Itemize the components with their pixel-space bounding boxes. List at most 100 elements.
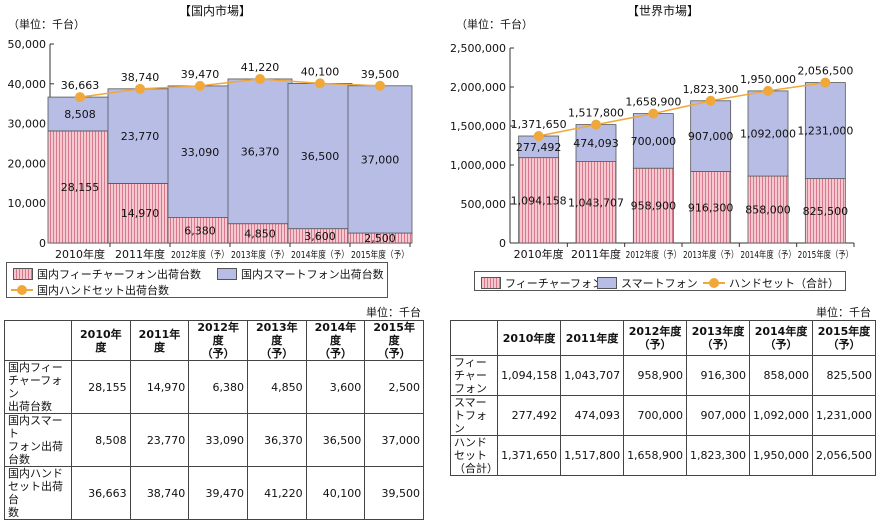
smart-value-label: 36,370 [241, 145, 280, 158]
x-tick-label: 2012年度（予） [626, 249, 681, 261]
feature-bar [804, 178, 846, 244]
header-text: （予） [377, 347, 411, 360]
table-value-cell: 38,740 [129, 466, 190, 520]
handset-point [315, 78, 325, 89]
table-value-cell: 2,056,500 [812, 435, 876, 476]
smart-value-label: 700,000 [631, 135, 677, 148]
table-row: ハンドセット （合計） 1,371,650 1,517,800 1,658,900 1,8… [449, 435, 876, 476]
x-tick-label: 2014年度（予） [740, 249, 795, 261]
y-tick-label: 1,500,000 [450, 120, 506, 133]
table-value-cell: 1,231,000 [812, 395, 876, 436]
smart-bar [747, 90, 789, 177]
legend-item-smart: 国内スマートフォン出荷台数 [217, 266, 384, 282]
table-header-cell: 2015年度 （予） [364, 320, 424, 361]
table-value-cell: 8,508 [71, 413, 131, 467]
handset-point [255, 73, 265, 84]
legend-label: 国内ハンドセット出荷台数 [37, 284, 169, 297]
y-tick-label: 2,500,000 [450, 42, 506, 55]
handset-value-label: 39,470 [181, 68, 220, 81]
row-label-text: チャーフォン [8, 374, 63, 400]
y-tick-label: 30,000 [8, 118, 47, 131]
feature-value-label: 858,000 [745, 204, 791, 217]
handset-point [533, 131, 544, 142]
table-value-cell: 14,970 [129, 360, 190, 414]
row-label-text: フォン [454, 382, 487, 395]
table-value-cell: 1,950,000 [749, 435, 814, 476]
legend-item-smart: スマートフォン [597, 275, 698, 291]
table-header-cell: 2010年度 [71, 320, 131, 361]
smart-bar [632, 113, 674, 169]
table-header-cell: 2011年度 [129, 320, 190, 361]
x-tick-label: 2010年度 [514, 247, 564, 261]
feature-swatch [481, 277, 501, 289]
header-text: （予） [764, 338, 798, 351]
table-header-cell: 2012年度 （予） [623, 320, 688, 356]
table-row: 国内スマート フォン出荷 台数 8,508 23,770 33,090 36,370 36,5… [4, 413, 424, 467]
legend-item-handset: 国内ハンドセット出荷台数 [11, 282, 169, 298]
handset-point [75, 92, 85, 103]
table-value-cell: 6,380 [188, 360, 248, 414]
table-value-cell: 916,300 [686, 355, 751, 396]
y-tick-label: 0 [499, 237, 506, 250]
table-value-cell: 36,500 [305, 413, 366, 467]
handset-value-label: 1,823,300 [683, 83, 739, 96]
header-text: 2013年度 [691, 325, 745, 338]
legend-label: 国内フィーチャーフォン出荷台数 [37, 268, 202, 281]
handset-value-label: 2,056,500 [797, 65, 853, 78]
x-tick-label: 2010年度 [55, 247, 105, 261]
handset-point [591, 119, 601, 130]
table-value-cell: 700,000 [623, 395, 688, 436]
table-value-cell: 1,823,300 [686, 435, 751, 476]
table-value-cell: 40,100 [305, 466, 366, 520]
legend-label: ハンドセット（合計） [729, 277, 839, 290]
table-value-cell: 907,000 [686, 395, 751, 436]
table-value-cell: 39,470 [188, 466, 248, 520]
handset-swatch [703, 278, 725, 288]
feature-swatch [13, 268, 33, 280]
row-label-cell: ハンドセット （合計） [449, 435, 499, 476]
table-row: フィーチャー フォン 1,094,158 1,043,707 958,900 916,30… [449, 355, 876, 396]
x-tick-label: 2012年度（予） [171, 249, 229, 261]
header-text: （予） [638, 338, 672, 351]
row-label-cell: 国内ハンド セット出荷台数 [4, 466, 72, 520]
feature-value-label: 1,094,158 [511, 194, 567, 207]
table-value-cell: 3,600 [305, 360, 366, 414]
x-tick-label: 2013年度（予） [231, 249, 289, 261]
handset-line [79, 78, 381, 98]
handset-point [763, 85, 773, 96]
row-label-text: 台数 [8, 453, 30, 466]
row-label-text: ハンドセット [454, 436, 487, 462]
header-text: 2014年度 [754, 325, 808, 338]
smart-value-label: 8,508 [64, 108, 96, 121]
smart-value-label: 907,000 [688, 130, 734, 143]
legend-item-feature: フィーチャーフォン [481, 275, 603, 291]
smart-bar [347, 85, 413, 234]
table-value-cell: 1,092,000 [749, 395, 814, 436]
table-value-cell: 37,000 [364, 413, 424, 467]
legend-label: スマートフォン [621, 277, 698, 290]
row-label-text: 国内フィー [8, 361, 63, 374]
header-text: （予） [827, 338, 861, 351]
row-label-text: フォン出荷 [8, 440, 63, 453]
domestic-market-panel: 【国内市場】 （単位：千台） 0 10,000 20,000 30,000 40,000 5… [0, 0, 430, 520]
header-text: （予） [318, 347, 352, 360]
feature-value-label: 916,300 [688, 201, 734, 214]
y-axis-unit-label: （単位：千台） [456, 17, 533, 31]
table-row: 国内ハンド セット出荷台数 36,663 38,740 39,470 41,220 40,1… [4, 466, 424, 520]
smart-swatch [217, 268, 237, 280]
table-value-cell: 2,500 [364, 360, 424, 414]
table-value-cell: 1,094,158 [497, 355, 562, 396]
table-header-cell: 2011年度 [560, 320, 625, 356]
header-text: 2015年度 [373, 321, 415, 347]
handset-value-label: 36,663 [61, 79, 100, 92]
table-header-row: 2010年度 2011年度 2012年度 （予） 2013年度 （予） 2014年度 （予） 2… [449, 320, 876, 356]
table-value-cell: 958,900 [623, 355, 688, 396]
header-text: 2013年度 [255, 321, 298, 347]
smart-value-label: 474,093 [573, 137, 619, 150]
header-text: 2015年度 [817, 325, 871, 338]
y-tick-label: 40,000 [8, 78, 47, 91]
row-label-text: フィーチャー [454, 356, 487, 382]
table-header-cell: 2013年度 （予） [246, 320, 307, 361]
handset-point [820, 77, 831, 88]
row-label-text: 数 [8, 506, 19, 519]
